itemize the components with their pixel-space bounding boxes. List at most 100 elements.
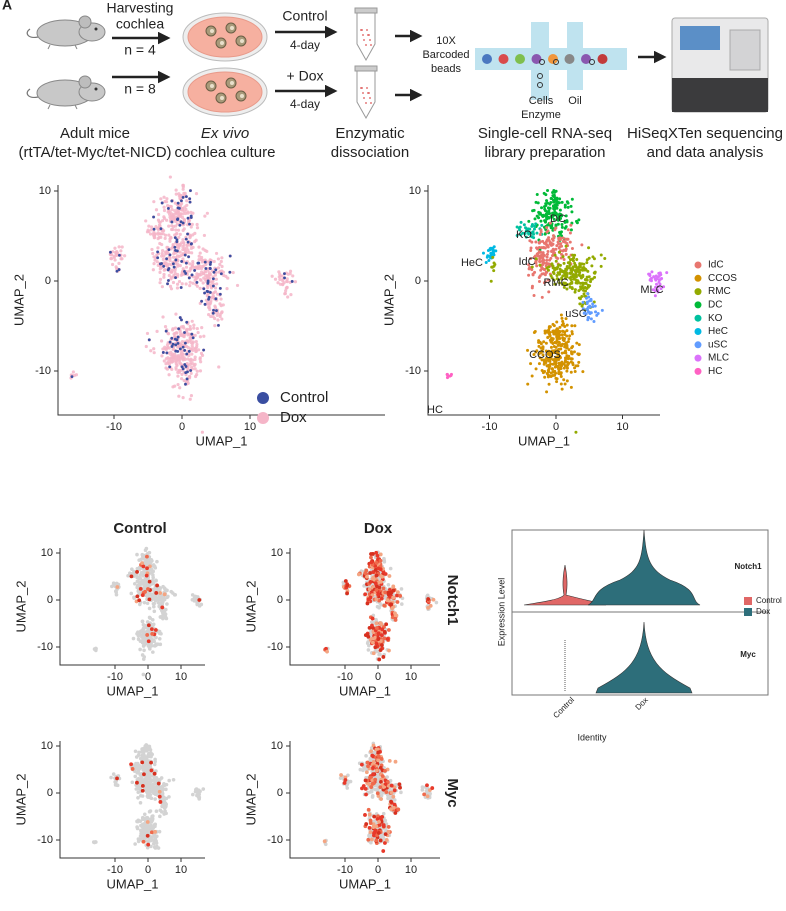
cell-point — [358, 767, 363, 772]
cell-point — [545, 390, 549, 394]
cell-point — [178, 264, 182, 268]
cell-point — [147, 746, 152, 750]
cell-point — [186, 240, 190, 244]
cell-point — [192, 323, 196, 327]
cell-point — [161, 351, 165, 354]
expressing-cell — [392, 785, 397, 790]
y-tick-label: 0 — [277, 787, 283, 799]
cell-point — [176, 370, 180, 375]
cell-point — [571, 363, 575, 367]
cell-point — [564, 244, 568, 248]
cell-point — [119, 249, 123, 253]
cell-point — [214, 297, 218, 301]
cell-point — [136, 767, 140, 772]
y-tick-label: 10 — [409, 185, 421, 197]
cell-point — [569, 223, 573, 227]
cell-point — [219, 297, 223, 301]
cell-point — [202, 276, 206, 280]
cell-point — [141, 573, 145, 578]
cell-point — [538, 263, 542, 267]
cell-point — [559, 382, 563, 386]
cell-point — [534, 350, 538, 354]
cell-point — [142, 636, 146, 640]
expressing-cell — [366, 807, 371, 812]
cell-point — [278, 274, 283, 278]
cell-point — [569, 360, 573, 364]
cell-point — [362, 584, 366, 588]
cell-point — [526, 382, 530, 386]
legend-swatch — [694, 288, 702, 296]
cell-point — [160, 201, 164, 205]
cell-point — [135, 552, 139, 557]
cell-point — [164, 787, 168, 792]
cell-point — [561, 249, 565, 253]
cell-point — [220, 264, 224, 269]
cell-point — [570, 257, 574, 261]
cell-point — [173, 201, 177, 205]
expressing-cell — [129, 574, 134, 579]
cell-point — [203, 260, 207, 264]
cochlea-core — [220, 96, 224, 100]
cell-point — [208, 291, 212, 294]
cell-point — [558, 272, 562, 276]
cell-point — [190, 222, 194, 226]
cell-point — [211, 284, 215, 288]
cell-point — [565, 287, 569, 291]
cell-point — [151, 268, 155, 272]
expressing-cell — [345, 591, 349, 596]
cell-point — [186, 232, 189, 236]
expressing-cell — [373, 777, 378, 782]
expressing-cell — [375, 817, 380, 821]
cell-point — [189, 357, 193, 361]
mouse-tail — [26, 88, 39, 98]
cell-point — [167, 362, 171, 366]
cell-point — [550, 367, 554, 371]
expressing-cell — [379, 596, 384, 601]
cell-point — [158, 281, 162, 285]
cell-point — [178, 347, 182, 351]
cell-point — [538, 356, 542, 360]
mouse-icon — [26, 15, 106, 50]
cell-point — [489, 246, 493, 250]
cell-point — [153, 797, 157, 801]
expressing-cell — [393, 618, 398, 622]
cell-point — [216, 318, 220, 322]
cell-point — [179, 286, 183, 289]
expressing-cell — [325, 649, 329, 654]
cell-point — [577, 296, 581, 300]
expressing-cell — [387, 574, 392, 578]
expressing-cell — [378, 815, 383, 820]
cell-point — [176, 228, 181, 232]
cell-point — [534, 200, 538, 204]
cell-point — [109, 257, 113, 261]
cell-point — [151, 622, 156, 627]
cell-point — [152, 215, 155, 219]
cell-point — [493, 262, 497, 266]
expressing-cell — [140, 788, 145, 793]
cell-point — [198, 251, 202, 255]
expressing-cell — [145, 820, 150, 824]
cell-point — [195, 272, 199, 276]
cell-point — [534, 261, 538, 265]
cell-point — [218, 302, 222, 306]
expressing-cell — [367, 812, 372, 817]
tube-cell — [370, 44, 372, 46]
cell-point — [545, 199, 549, 203]
cell-point — [556, 336, 560, 340]
mouse-feet — [47, 104, 78, 110]
cell-point — [113, 246, 117, 250]
tube-cell — [365, 44, 367, 46]
cell-point — [540, 349, 544, 353]
cell-point — [162, 268, 166, 272]
cell-point — [140, 552, 145, 557]
expressing-cell — [378, 621, 383, 626]
cell-point — [138, 756, 143, 761]
cell-point — [142, 822, 146, 826]
sequencer-screen — [680, 26, 720, 50]
cell-point — [527, 219, 531, 223]
expressing-cell — [386, 829, 391, 834]
cell-point — [531, 273, 535, 277]
cell-point — [151, 251, 155, 256]
cell-point — [204, 298, 208, 302]
cell-point — [213, 273, 217, 277]
